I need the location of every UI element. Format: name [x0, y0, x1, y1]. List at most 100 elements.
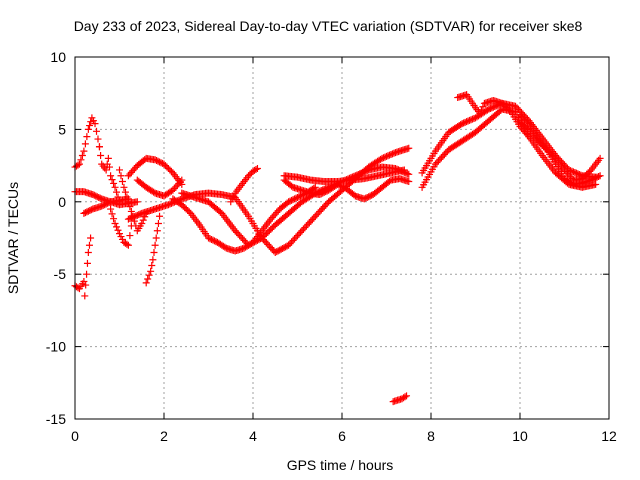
data-point	[291, 195, 299, 203]
data-point	[130, 213, 138, 221]
data-point	[403, 392, 411, 400]
data-point	[99, 201, 107, 209]
data-point	[294, 193, 301, 201]
x-tick-label: 8	[427, 428, 435, 444]
data-point	[210, 237, 218, 245]
data-point	[523, 118, 531, 126]
data-point	[572, 169, 580, 177]
data-point	[240, 236, 248, 244]
data-point	[377, 155, 385, 163]
data-point	[129, 167, 137, 175]
data-point	[276, 246, 284, 254]
data-point	[164, 201, 172, 209]
data-point	[513, 104, 521, 112]
data-point	[92, 192, 100, 200]
data-point	[78, 151, 86, 159]
data-point	[93, 127, 101, 135]
data-point	[87, 234, 95, 242]
data-point	[311, 212, 319, 220]
data-point	[288, 182, 296, 190]
series-track-a	[71, 114, 103, 171]
data-point	[301, 224, 309, 232]
data-point	[84, 207, 92, 215]
series-track-q	[389, 392, 411, 406]
data-point	[366, 192, 374, 200]
data-point	[271, 210, 279, 218]
data-point	[153, 227, 161, 235]
series-track-b	[95, 143, 123, 206]
data-point	[126, 170, 134, 178]
data-point	[151, 241, 159, 249]
data-point	[130, 165, 138, 173]
data-point	[152, 234, 160, 242]
data-point	[296, 228, 304, 236]
data-point	[82, 281, 90, 289]
data-point	[292, 194, 300, 202]
data-point	[84, 248, 92, 256]
x-axis-label: GPS time / hours	[287, 457, 394, 473]
data-point	[304, 220, 312, 228]
data-point	[124, 241, 132, 249]
data-point	[274, 247, 282, 255]
data-point	[133, 211, 141, 219]
data-point	[523, 131, 531, 139]
data-point	[264, 240, 272, 248]
data-point	[477, 106, 485, 114]
data-point	[221, 243, 229, 251]
series-track-p	[280, 175, 413, 203]
data-point	[568, 167, 576, 175]
data-point	[107, 205, 115, 213]
data-point	[350, 191, 358, 199]
data-point	[387, 150, 395, 158]
data-point	[110, 179, 118, 187]
data-point	[144, 275, 152, 283]
data-point	[265, 242, 273, 250]
data-point	[139, 216, 147, 224]
data-point	[80, 209, 88, 217]
data-point	[273, 208, 281, 216]
data-point	[469, 115, 477, 123]
data-point	[132, 212, 140, 220]
data-point	[595, 172, 603, 180]
data-point	[123, 193, 131, 201]
data-point	[322, 201, 330, 209]
data-point	[286, 240, 294, 248]
data-point	[172, 183, 180, 191]
data-point	[118, 178, 126, 186]
data-point	[334, 180, 342, 188]
data-point	[291, 235, 299, 243]
data-point	[285, 198, 293, 206]
data-point	[323, 187, 331, 195]
data-point	[405, 178, 413, 186]
data-point	[124, 198, 132, 206]
data-point	[363, 167, 371, 175]
data-point	[401, 393, 409, 401]
data-point	[113, 188, 121, 196]
data-point	[93, 193, 101, 201]
data-point	[124, 172, 132, 180]
y-tick-label: 5	[58, 121, 66, 137]
y-tick-label: 10	[50, 49, 66, 65]
data-point	[96, 194, 104, 202]
data-point	[360, 195, 368, 203]
data-point	[289, 236, 297, 244]
y-tick-label: 0	[58, 194, 66, 210]
series-track-n	[227, 164, 261, 206]
data-point	[359, 169, 367, 177]
data-point	[589, 175, 597, 183]
data-point	[310, 214, 318, 222]
data-point	[120, 183, 128, 191]
data-point	[277, 245, 285, 253]
data-point	[405, 144, 413, 152]
data-point	[83, 270, 91, 278]
data-point	[592, 174, 600, 182]
data-point	[212, 238, 220, 246]
data-point	[279, 244, 287, 252]
grid-layer	[75, 57, 609, 419]
data-point	[313, 211, 321, 219]
data-point	[206, 235, 214, 243]
data-point	[289, 196, 297, 204]
data-point	[116, 166, 123, 174]
